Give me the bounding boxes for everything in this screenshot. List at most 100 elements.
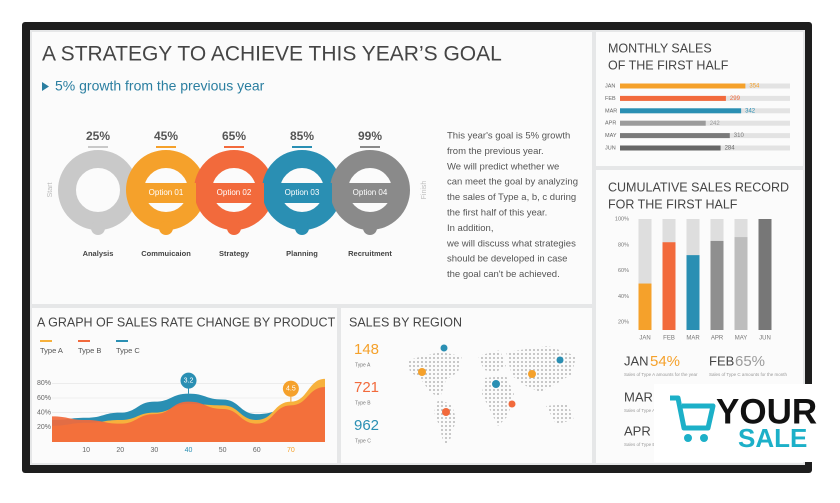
highlight-month: MAR xyxy=(624,389,653,404)
y-tick-label: 60% xyxy=(618,268,629,274)
strategy-subtitle: 5% growth from the previous year xyxy=(55,78,265,94)
x-tick-label: JAN xyxy=(639,336,650,342)
step-icon xyxy=(363,221,377,235)
month-label: MAR xyxy=(605,108,617,114)
cumulative-title: FOR THE FIRST HALF xyxy=(608,197,738,211)
cart-wheel xyxy=(700,434,708,442)
region-label: Type C xyxy=(355,438,371,444)
continent xyxy=(546,404,574,424)
month-label: JUN xyxy=(605,145,616,151)
finish-label: Finish xyxy=(421,181,428,200)
highlight-month: JAN xyxy=(624,353,649,368)
x-tick-label: 70 xyxy=(287,447,295,454)
month-label: FEB xyxy=(605,96,616,102)
region-label: Type B xyxy=(355,400,371,406)
value-label: 342 xyxy=(745,108,756,114)
step-label: Analysis xyxy=(83,249,114,258)
y-tick-label: 40% xyxy=(618,294,629,300)
paragraph-line: the goal can't be achieved. xyxy=(447,269,560,280)
x-tick-label: MAY xyxy=(735,336,748,342)
month-label: JAN xyxy=(605,83,615,89)
month-label: APR xyxy=(605,121,616,127)
step-label: Commuicaion xyxy=(141,249,191,258)
map-pin xyxy=(556,356,564,364)
percent-label: 99% xyxy=(358,129,382,143)
step-icon xyxy=(227,221,241,235)
highlight-month: FEB xyxy=(709,353,734,368)
option-label: Option 01 xyxy=(149,188,184,197)
world-map xyxy=(408,344,576,446)
percent-label: 85% xyxy=(290,129,314,143)
area xyxy=(52,387,325,442)
y-tick-label: 20% xyxy=(618,320,629,326)
y-tick-label: 80% xyxy=(37,380,51,387)
paragraph-line: We will predict whether we xyxy=(447,161,559,172)
y-tick-label: 80% xyxy=(618,242,629,248)
highlight-note: Sales of Type A amounts for the year xyxy=(624,372,698,377)
bar xyxy=(638,283,652,330)
step-label: Recruitment xyxy=(348,249,392,258)
marker-label: 4.5 xyxy=(286,386,296,393)
cart-icon xyxy=(670,395,716,431)
x-tick-label: 10 xyxy=(82,447,90,454)
option-band xyxy=(340,183,400,203)
x-tick-label: 50 xyxy=(219,447,227,454)
bar xyxy=(620,83,746,89)
continent xyxy=(478,350,506,372)
paragraph-line: we will discuss what strategies xyxy=(446,238,576,249)
bar xyxy=(686,255,700,330)
legend-label: Type C xyxy=(116,346,140,355)
monthly-title: OF THE FIRST HALF xyxy=(608,58,729,72)
bar xyxy=(620,108,742,114)
monthly-title: MONTHLY SALES xyxy=(608,41,712,55)
paragraph-line: the first half of this year. xyxy=(447,208,547,219)
x-tick-label: 20 xyxy=(116,447,124,454)
highlight-value: 65% xyxy=(735,353,765,370)
step-label: Strategy xyxy=(219,249,250,258)
continent xyxy=(434,400,456,446)
continent xyxy=(408,352,462,398)
step-icon xyxy=(295,221,309,235)
y-tick-label: 20% xyxy=(37,424,51,431)
map-pin xyxy=(492,380,500,388)
bar xyxy=(620,133,730,139)
bar xyxy=(734,237,748,330)
option-band xyxy=(204,183,264,203)
x-tick-label: APR xyxy=(711,336,724,342)
paragraph-line: can meet the goal by analyzing xyxy=(447,177,578,188)
map-pin xyxy=(508,400,516,408)
option-band xyxy=(136,183,196,203)
y-tick-label: 100% xyxy=(615,216,629,222)
strategy-title: A STRATEGY TO ACHIEVE THIS YEAR’S GOAL xyxy=(42,43,502,66)
option-label: Option 03 xyxy=(285,188,320,197)
map-pin xyxy=(442,408,450,416)
region-title: SALES BY REGION xyxy=(349,315,462,329)
map-pin xyxy=(528,370,536,378)
option-label: Option 02 xyxy=(217,188,252,197)
cart-wheel xyxy=(684,434,692,442)
region-value: 962 xyxy=(354,417,379,434)
value-label: 310 xyxy=(734,133,745,139)
continent xyxy=(482,376,514,426)
region-label: Type A xyxy=(355,362,371,368)
x-tick-label: JUN xyxy=(759,336,771,342)
percent-label: 65% xyxy=(222,129,246,143)
x-tick-label: 40 xyxy=(185,447,193,454)
bar xyxy=(620,145,721,151)
paragraph-line: should be developed in case xyxy=(447,254,567,265)
month-label: MAY xyxy=(605,133,617,139)
value-label: 299 xyxy=(730,96,741,102)
bar xyxy=(758,219,772,330)
bar xyxy=(620,95,726,101)
map-pin xyxy=(418,368,426,376)
step-icon xyxy=(159,221,173,235)
highlight-value: 54% xyxy=(650,353,680,370)
bar xyxy=(710,240,724,330)
percent-label: 45% xyxy=(154,129,178,143)
step-icon xyxy=(91,221,105,235)
map-pin xyxy=(440,344,448,352)
x-tick-label: 30 xyxy=(150,447,158,454)
legend-label: Type A xyxy=(40,346,63,355)
